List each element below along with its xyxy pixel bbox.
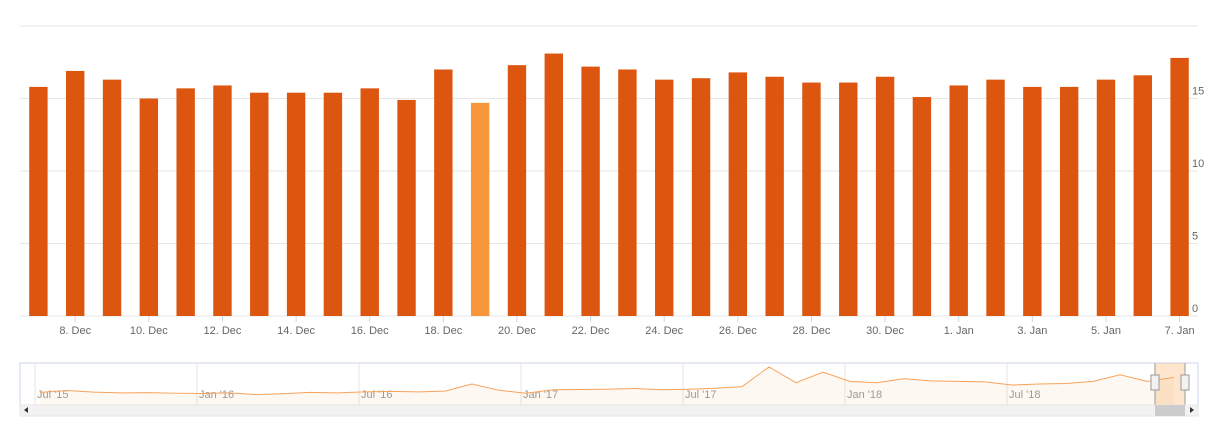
navigator-selection[interactable] (1155, 363, 1185, 405)
x-tick-label: 28. Dec (793, 325, 831, 337)
y-tick-label: 0 (1192, 303, 1198, 315)
bar (949, 85, 968, 316)
bar (213, 85, 232, 316)
x-tick-label: 30. Dec (866, 325, 904, 337)
bar (397, 99, 416, 316)
y-tick-label: 15 (1192, 85, 1204, 97)
bar (691, 78, 711, 316)
bar (1023, 86, 1042, 317)
navigator-line (39, 366, 1175, 396)
navigator-label: Jul '17 (685, 389, 716, 401)
x-tick-label: 12. Dec (204, 325, 242, 337)
x-tick-label: 16. Dec (351, 325, 389, 337)
bar (986, 79, 1005, 317)
x-tick-label: 5. Jan (1091, 325, 1121, 337)
bar (655, 79, 674, 317)
bar (250, 92, 269, 316)
scrollbar-track[interactable] (19, 404, 1199, 417)
navigator: Jul '15 Jan '16 Jul '16 Jan '17 Jul '17 Jan '… (34, 363, 1175, 405)
x-tick-label: 3. Jan (1017, 325, 1047, 337)
bar (286, 92, 306, 316)
navigator-label: Jul '18 (1009, 389, 1040, 401)
bar (1133, 75, 1152, 316)
x-tick-label: 20. Dec (498, 325, 536, 337)
x-tick-label: 10. Dec (130, 325, 168, 337)
bar (176, 88, 195, 316)
bar (323, 92, 343, 316)
bar (139, 98, 159, 316)
bar (434, 69, 453, 316)
x-tick-label: 1. Jan (944, 325, 974, 337)
bar (875, 76, 895, 316)
navigator-area (40, 366, 1174, 405)
bar (839, 82, 858, 316)
scrollbar-thumb[interactable] (1155, 405, 1185, 416)
bar (728, 72, 748, 317)
y-tick-label: 10 (1192, 158, 1204, 170)
bar (29, 86, 48, 317)
bar (360, 88, 379, 316)
x-tick-label: 8. Dec (59, 325, 91, 337)
navigator-label: Jan '17 (523, 389, 558, 401)
bar (66, 70, 85, 316)
x-tick-label: 7. Jan (1165, 325, 1195, 337)
x-tick-label: 18. Dec (424, 325, 462, 337)
bar (102, 79, 122, 317)
x-tick-label: 22. Dec (572, 325, 610, 337)
navigator-label: Jan '16 (199, 389, 234, 401)
bar (470, 102, 490, 316)
bar (618, 69, 637, 316)
scroll-right[interactable] (1190, 407, 1194, 413)
bar (1170, 57, 1189, 317)
bar (802, 82, 821, 316)
navigator-handle[interactable] (1150, 374, 1160, 391)
bar (1059, 86, 1079, 317)
bar (581, 66, 600, 316)
bar (544, 53, 563, 317)
x-tick-label: 14. Dec (277, 325, 315, 337)
bar (912, 97, 932, 316)
bar (1096, 79, 1116, 317)
navigator-handle[interactable] (1180, 374, 1190, 391)
y-tick-label: 5 (1192, 230, 1198, 242)
navigator-label: Jan '18 (847, 389, 882, 401)
scroll-left[interactable] (24, 407, 28, 413)
bar (507, 65, 527, 317)
x-tick-label: 26. Dec (719, 325, 757, 337)
x-tick-label: 24. Dec (645, 325, 683, 337)
bar (765, 76, 784, 316)
